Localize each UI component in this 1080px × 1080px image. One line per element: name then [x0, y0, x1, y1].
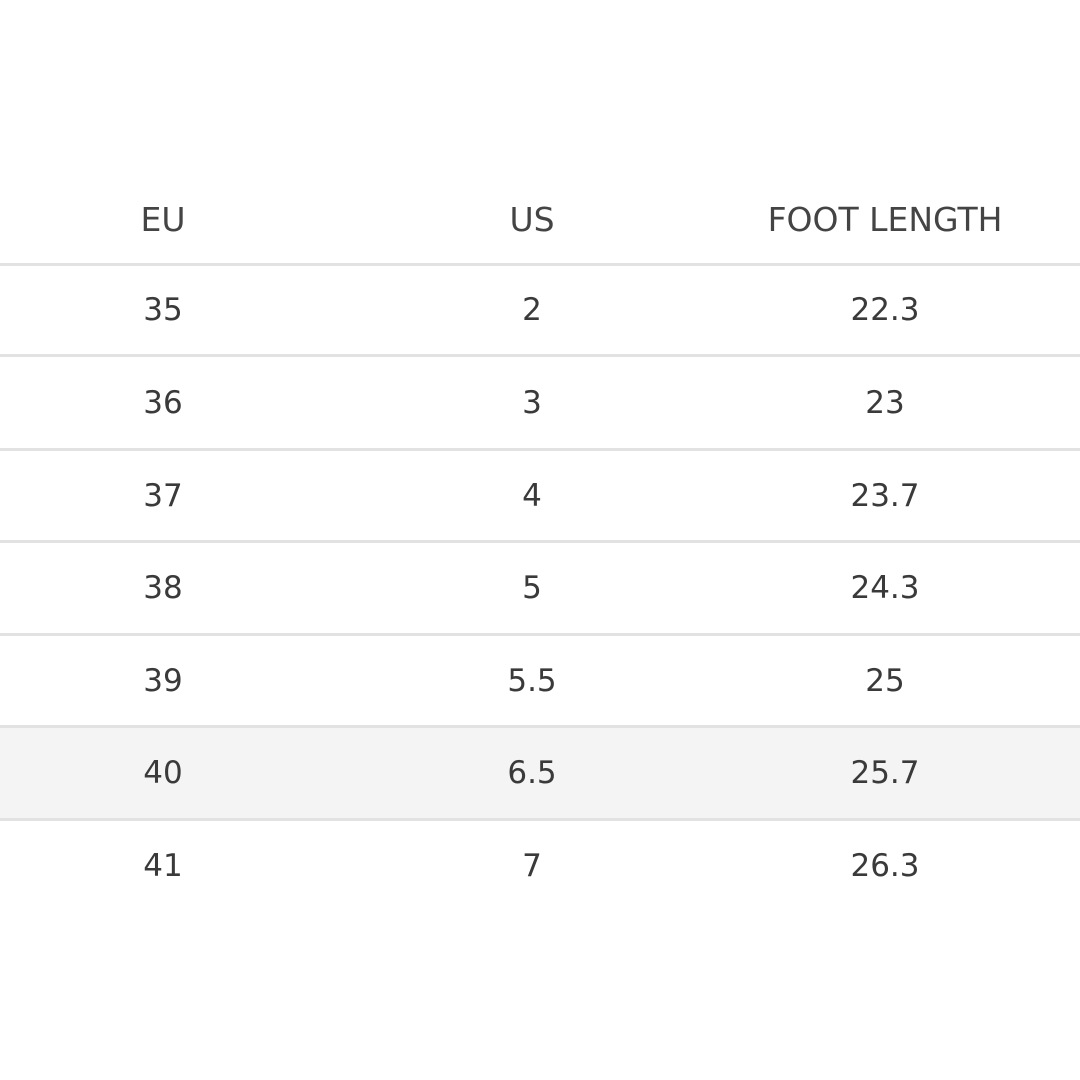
table-cell: 39: [143, 662, 183, 699]
table-cell: 25: [865, 662, 905, 699]
table-cell: 3: [522, 384, 542, 421]
table-row: 39 5.5 25: [0, 636, 1080, 728]
table-cell: 22.3: [850, 292, 920, 328]
table-header-row: EU US FOOT LENGTH: [0, 175, 1080, 266]
table-row: 38 5 24.3: [0, 543, 1080, 636]
table-cell: 23: [865, 384, 905, 421]
table-cell: 23.7: [850, 477, 920, 514]
table-cell: 26.3: [850, 847, 920, 884]
table-cell: 6.5: [507, 755, 557, 791]
table-cell: 37: [143, 477, 183, 514]
table-cell: 40: [143, 755, 183, 791]
column-header: FOOT LENGTH: [767, 199, 1003, 239]
table-cell: 4: [522, 477, 542, 514]
table-row: 41 7 26.3: [0, 821, 1080, 910]
table-row: 40 6.5 25.7: [0, 728, 1080, 821]
table-cell: 5: [522, 570, 542, 606]
table-cell: 7: [522, 847, 542, 884]
table-cell: 2: [522, 292, 542, 328]
table-row: 35 2 22.3: [0, 266, 1080, 357]
column-header: EU: [140, 199, 186, 239]
table-cell: 36: [143, 384, 183, 421]
table-cell: 41: [143, 847, 183, 884]
table-cell: 5.5: [507, 662, 557, 699]
table-cell: 24.3: [850, 570, 920, 606]
table-row: 37 4 23.7: [0, 451, 1080, 543]
column-header: US: [509, 199, 555, 239]
table-cell: 38: [143, 570, 183, 606]
table-cell: 35: [143, 292, 183, 328]
table-row: 36 3 23: [0, 357, 1080, 451]
table-cell: 25.7: [850, 755, 920, 791]
